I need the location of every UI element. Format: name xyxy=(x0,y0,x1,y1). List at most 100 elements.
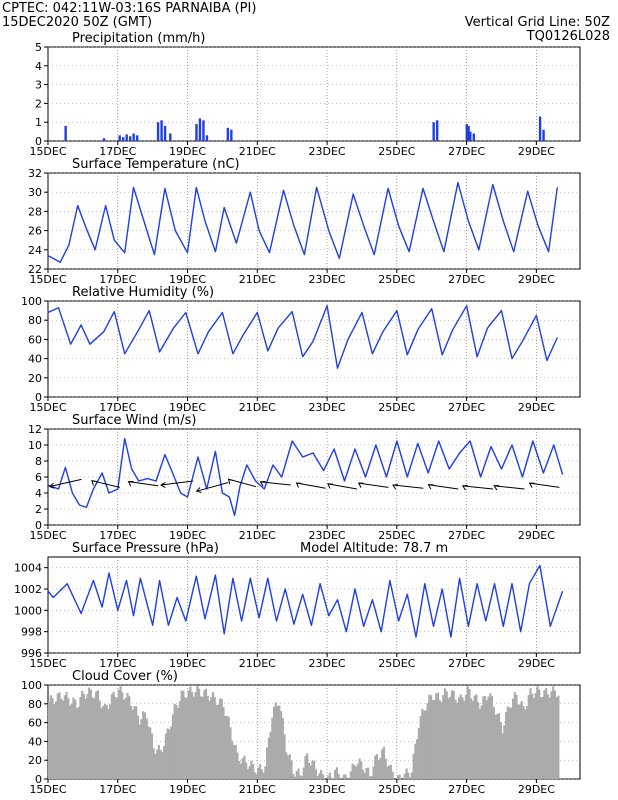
cloud-bar xyxy=(143,712,147,779)
cloud-bar xyxy=(386,766,389,779)
cloud-bar xyxy=(487,696,490,779)
cloud-bar xyxy=(145,718,148,779)
cloud-bar xyxy=(515,695,518,779)
cloud-bar xyxy=(60,698,63,779)
wind-arrow-shaft xyxy=(49,478,82,488)
rh-ytick-label: 60 xyxy=(28,333,42,346)
cloud-bar xyxy=(110,694,113,779)
wind-arrow xyxy=(295,482,326,489)
cloud-bar xyxy=(543,690,546,779)
cloud-bar xyxy=(51,698,54,779)
wind-arrow-shaft xyxy=(161,480,194,486)
wind-ytick-label: 8 xyxy=(35,455,42,468)
cloud-bar xyxy=(262,772,265,779)
cloud-bar xyxy=(236,752,239,779)
wind-ytick-label: 12 xyxy=(28,423,42,436)
wind-arrow-head xyxy=(327,483,333,489)
cloud-bar xyxy=(374,755,377,779)
precip-bar xyxy=(202,120,205,141)
cloud-bar xyxy=(330,777,333,779)
cloud-bar xyxy=(288,754,291,779)
wind-arrow-head xyxy=(392,484,399,490)
wind-arrow xyxy=(91,480,120,488)
cloud-bar xyxy=(129,705,133,779)
cloud-bar xyxy=(548,697,551,779)
cloud-bar xyxy=(96,690,99,779)
cloud-bar xyxy=(389,764,393,779)
precip-bar xyxy=(469,131,472,141)
wind-arrow-shaft xyxy=(392,484,424,489)
cloud-bar xyxy=(457,697,461,779)
cloud-bar xyxy=(224,716,227,779)
cloud-bar xyxy=(536,686,539,779)
cloud-bar xyxy=(405,768,408,779)
cloud-bar xyxy=(88,687,91,779)
wind-arrow-shaft xyxy=(327,483,358,490)
temp-ytick-label: 26 xyxy=(28,225,42,238)
rh-xtick-label: 29DEC xyxy=(518,401,555,414)
cloud-bar xyxy=(470,698,473,779)
pressure-xtick-label: 25DEC xyxy=(378,657,415,670)
cloud-bar xyxy=(447,698,450,779)
cloud-bar xyxy=(274,702,277,779)
cloud-bar xyxy=(335,767,338,779)
cloud-bar xyxy=(119,686,122,779)
cloud-bar xyxy=(309,765,312,779)
precip-xtick-label: 21DEC xyxy=(239,145,276,158)
cloud-bar xyxy=(117,689,120,779)
cloud-bar xyxy=(370,776,373,779)
precip-bar xyxy=(226,127,230,141)
cloud-bar xyxy=(184,697,187,779)
cloud-bar xyxy=(142,711,145,779)
cloud-bar xyxy=(173,703,176,779)
cloud-bar xyxy=(203,690,206,779)
cloud-xtick-label: 23DEC xyxy=(309,783,346,796)
cloud-bar xyxy=(264,766,267,779)
cloud-bar xyxy=(538,689,541,779)
cloud-bar xyxy=(175,705,178,779)
cloud-bar xyxy=(286,755,290,779)
cloud-bar xyxy=(351,763,354,779)
cloud-bar xyxy=(379,757,382,779)
cloud-bar xyxy=(428,694,431,779)
cloud-bar xyxy=(196,685,199,779)
cloud-bar xyxy=(293,776,297,779)
cloud-bar xyxy=(135,706,138,779)
precip-bar xyxy=(135,135,139,141)
cloud-xtick-label: 15DEC xyxy=(29,783,66,796)
cloud-bar xyxy=(65,692,68,779)
temp-ytick-label: 28 xyxy=(28,205,42,218)
cloud-bar xyxy=(109,704,112,779)
cloud-xtick-label: 27DEC xyxy=(448,783,485,796)
cloud-bar xyxy=(316,776,319,779)
precip-bar xyxy=(64,125,67,141)
wind-arrow-head xyxy=(427,484,434,490)
cloud-bar xyxy=(527,695,530,779)
cloud-bar xyxy=(503,725,506,779)
precip-panel: 0 1 2 3 4 5 15DEC 17DEC 19DEC 21DEC 23DEC 25DEC 27DE… xyxy=(29,41,581,158)
cloud-bar xyxy=(213,696,216,779)
cloud-bar xyxy=(211,692,215,779)
rh-xtick-label: 25DEC xyxy=(378,401,415,414)
cloud-bar xyxy=(82,693,86,779)
cloud-bar xyxy=(281,717,284,779)
pressure-xtick-label: 21DEC xyxy=(239,657,276,670)
cloud-bar xyxy=(177,707,180,779)
cloud-bar xyxy=(491,696,494,779)
cloud-bar xyxy=(187,690,190,779)
precip-xtick-label: 19DEC xyxy=(169,145,206,158)
cloud-ytick-label: 40 xyxy=(28,735,42,748)
cloud-bar xyxy=(192,696,195,779)
wind-ytick-label: 6 xyxy=(35,471,42,484)
cloud-bar xyxy=(510,707,513,779)
cloud-bar xyxy=(478,708,481,779)
cloud-bar xyxy=(81,690,84,779)
cloud-bar xyxy=(152,748,155,779)
wind-arrow xyxy=(48,478,82,489)
cloud-bar xyxy=(267,737,270,779)
cloud-bar xyxy=(77,706,80,779)
pressure-xtick-label: 23DEC xyxy=(309,657,346,670)
cloud-bar xyxy=(361,769,365,779)
pressure-ytick-label: 996 xyxy=(21,647,42,660)
cloud-bar xyxy=(545,688,548,779)
